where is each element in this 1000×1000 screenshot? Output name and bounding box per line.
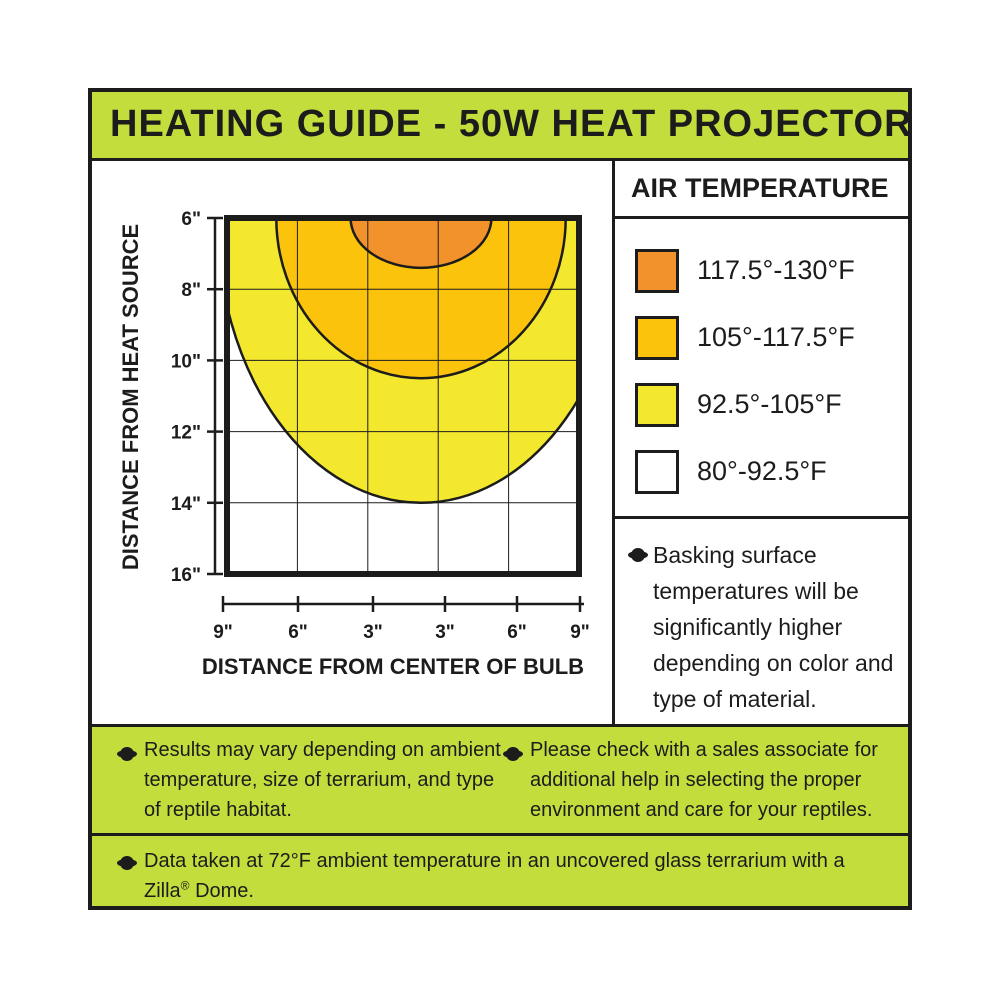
notes-row: Results may vary depending on ambient te… (92, 724, 908, 836)
legend-swatch (635, 316, 679, 360)
legend-title: AIR TEMPERATURE (631, 173, 889, 203)
x-axis-label: DISTANCE FROM CENTER OF BULB (202, 654, 584, 679)
data-note: Data taken at 72°F ambient temperature i… (144, 846, 884, 906)
basking-note: Basking surface temperatures will be sig… (615, 516, 908, 724)
legend-swatch (635, 249, 679, 293)
legend-item-cool: 80°-92.5°F (635, 450, 905, 498)
x-tick-label: 3" (363, 622, 383, 643)
data-note-end: Dome. (189, 880, 254, 902)
legend-item-hot: 117.5°-130°F (635, 249, 905, 297)
bullet-icon (503, 747, 523, 761)
y-axis: 6" 8" 10" 12" 14" 16" (171, 209, 223, 586)
y-tick-label: 12" (171, 423, 201, 444)
y-tick-label: 10" (171, 351, 201, 372)
legend-item-mild: 92.5°-105°F (635, 383, 905, 431)
legend-swatch (635, 383, 679, 427)
heating-guide-card: HEATING GUIDE - 50W HEAT PROJECTOR 6" 8" 1… (88, 88, 912, 910)
legend-swatch (635, 450, 679, 494)
bullet-icon (628, 548, 648, 562)
bullet-icon (117, 747, 137, 761)
x-tick-label: 9" (213, 622, 233, 643)
basking-note-text: Basking surface temperatures will be sig… (653, 542, 894, 712)
x-tick-label: 9" (570, 622, 590, 643)
y-tick-label: 14" (171, 494, 201, 515)
x-tick-label: 6" (288, 622, 308, 643)
registered-mark: ® (180, 878, 190, 893)
x-tick-label: 3" (435, 622, 455, 643)
legend-label: 117.5°-130°F (697, 255, 855, 285)
x-axis: 9" 6" 3" 3" 6" 9" (213, 596, 590, 643)
legend-item-warm: 105°-117.5°F (635, 316, 905, 364)
legend-label: 105°-117.5°F (697, 322, 855, 352)
legend-panel: AIR TEMPERATURE 117.5°-130°F 105°-117.5°… (612, 161, 908, 724)
data-note-text: Data taken at 72°F ambient temperature i… (144, 850, 845, 902)
legend-label: 80°-92.5°F (697, 456, 827, 486)
y-tick-label: 6" (181, 209, 201, 230)
plot-frame (224, 215, 582, 577)
y-tick-label: 8" (181, 280, 201, 301)
heat-chart: 6" 8" 10" 12" 14" 16" 9" 6" 3" 3" 6" 9" DISTANCE F… (118, 209, 590, 679)
results-note: Results may vary depending on ambient te… (144, 739, 501, 821)
bullet-icon (117, 856, 137, 870)
zone-105-117-5 (275, 218, 567, 380)
y-axis-label: DISTANCE FROM HEAT SOURCE (118, 224, 143, 570)
chart-grid (227, 218, 579, 574)
y-tick-label: 16" (171, 565, 201, 586)
page-title: HEATING GUIDE - 50W HEAT PROJECTOR (110, 103, 913, 145)
zone-117-5-130 (349, 218, 493, 270)
legend-header: AIR TEMPERATURE (615, 161, 908, 219)
data-note-row: Data taken at 72°F ambient temperature i… (92, 836, 908, 906)
x-tick-label: 6" (507, 622, 527, 643)
title-bar: HEATING GUIDE - 50W HEAT PROJECTOR (92, 92, 912, 161)
sales-associate-note: Please check with a sales associate for … (530, 739, 878, 821)
legend-label: 92.5°-105°F (697, 389, 842, 419)
temperature-zones (227, 218, 579, 574)
